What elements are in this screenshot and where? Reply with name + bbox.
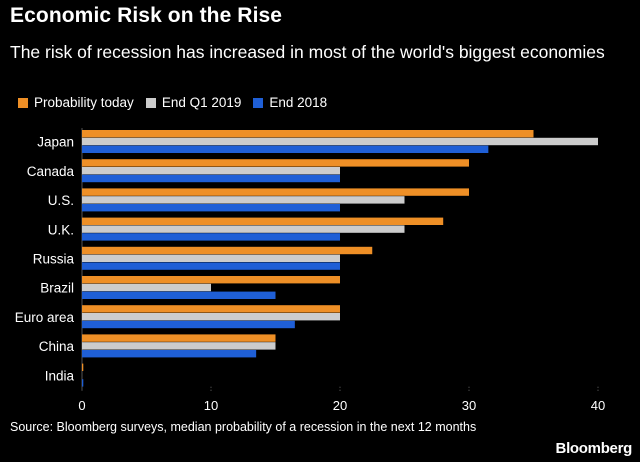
category-label: U.S.	[48, 193, 74, 208]
legend-label-today: Probability today	[34, 95, 134, 110]
bar-q1-2019	[82, 196, 405, 204]
bar-end-2018	[82, 233, 340, 241]
bar-today	[82, 130, 534, 138]
x-tick-label: 40	[591, 398, 605, 413]
bar-end-2018	[82, 262, 340, 270]
x-tick-label: 20	[333, 398, 347, 413]
x-tick-label: 10	[204, 398, 218, 413]
category-label: U.K.	[48, 222, 74, 237]
bar-q1-2019	[82, 137, 598, 146]
bloomberg-logo: Bloomberg	[555, 440, 633, 457]
legend-item-today: Probability today	[18, 95, 134, 110]
bar-end-2018	[82, 350, 257, 358]
legend-swatch-q1-2019	[145, 97, 156, 108]
chart-title: Economic Risk on the Rise	[10, 4, 283, 27]
legend: Probability today End Q1 2019 End 2018	[18, 95, 339, 110]
bar-q1-2019	[82, 167, 340, 175]
bar-today	[82, 217, 444, 225]
bar-end-2018	[82, 204, 340, 212]
bar-end-2018	[82, 291, 276, 299]
bar-today	[82, 334, 276, 342]
category-label: Brazil	[40, 281, 74, 296]
bar-end-2018	[82, 320, 295, 329]
bar-today	[82, 246, 373, 255]
bar-q1-2019	[82, 283, 211, 292]
bar-today	[82, 305, 340, 313]
bar-end-2018	[82, 145, 489, 153]
bar-end-2018	[82, 174, 340, 183]
chart-subtitle: The risk of recession has increased in m…	[10, 42, 605, 62]
category-label: China	[39, 339, 75, 354]
bar-today	[82, 188, 469, 196]
category-label: Euro area	[15, 310, 75, 325]
category-label: Japan	[37, 135, 74, 150]
category-label: Russia	[33, 252, 75, 267]
category-label: India	[45, 368, 75, 383]
source-note: Source: Bloomberg surveys, median probab…	[10, 420, 477, 434]
x-tick-label: 30	[462, 398, 476, 413]
legend-swatch-end-2018	[253, 97, 264, 108]
x-tick-label: 0	[78, 398, 85, 413]
bar-q1-2019	[82, 254, 340, 262]
legend-item-q1-2019: End Q1 2019	[145, 95, 242, 110]
bar-q1-2019	[82, 342, 276, 350]
bar-end-2018	[82, 379, 84, 387]
legend-label-q1-2019: End Q1 2019	[161, 95, 242, 110]
bar-q1-2019	[82, 225, 405, 233]
bar-today	[82, 159, 469, 167]
legend-swatch-today	[18, 97, 28, 108]
bar-q1-2019	[82, 313, 340, 321]
bar-today	[82, 276, 340, 284]
bar-today	[82, 363, 84, 371]
legend-item-end-2018: End 2018	[253, 95, 327, 110]
category-label: Canada	[27, 164, 75, 179]
legend-label-end-2018: End 2018	[269, 95, 328, 110]
